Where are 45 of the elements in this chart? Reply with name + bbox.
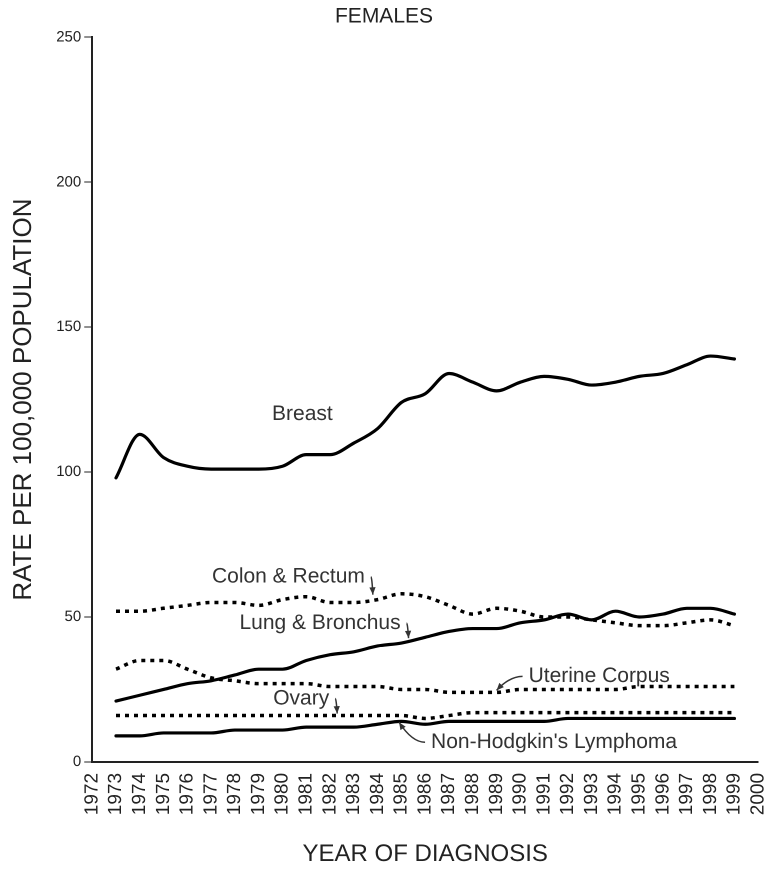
x-tick-label: 1988: [462, 772, 484, 816]
line-series: [114, 354, 736, 480]
y-tick-label: 200: [56, 173, 82, 190]
x-tick-label: 1975: [152, 772, 174, 816]
x-tick-label: 1989: [486, 772, 507, 816]
x-tick-label: 1976: [176, 772, 198, 816]
x-tick-label: 1985: [390, 772, 412, 816]
x-tick-label: 1998: [700, 772, 721, 816]
x-tick-label: 1973: [105, 772, 126, 816]
x-tick-label: 1994: [604, 772, 626, 816]
y-tick-label: 100: [56, 463, 82, 480]
x-tick-label: 1984: [366, 772, 388, 816]
x-tick-label: 1974: [129, 772, 150, 816]
annotation: Uterine Corpus: [528, 664, 670, 688]
x-tick-label: 1978: [224, 772, 246, 816]
y-tick-label: 250: [56, 28, 82, 46]
annotation: Breast: [272, 402, 333, 425]
x-tick-label: 1995: [628, 772, 650, 816]
x-tick-label: 1982: [319, 772, 340, 816]
x-tick-label: 1997: [676, 772, 698, 816]
annotation: Colon & Rectum: [212, 564, 365, 588]
x-axis-title: YEAR OF DIAGNOSIS: [302, 840, 548, 868]
x-tick-label: 1991: [533, 772, 554, 816]
x-tick-label: 1999: [724, 772, 745, 816]
x-tick-label: 2000: [747, 772, 768, 816]
y-tick-label: 0: [72, 753, 82, 770]
x-tick-label: 1992: [557, 772, 578, 816]
y-axis-title: RATE PER 100,000 POPULATION: [6, 198, 37, 601]
y-tick-label: 50: [64, 608, 82, 626]
x-tick-label: 1986: [414, 772, 436, 816]
x-tick-label: 1981: [296, 772, 317, 816]
x-tick-label: 1983: [343, 772, 364, 816]
annotation: Lung & Bronchus: [239, 610, 401, 634]
x-tick-label: 1993: [580, 772, 602, 816]
chart-title: FEMALES: [334, 4, 434, 28]
x-tick-label: 1987: [438, 772, 460, 816]
x-tick-label: 1979: [248, 772, 269, 816]
annotation: Non-Hodgkin's Lymphoma: [431, 730, 678, 754]
x-tick-label: 1972: [81, 772, 102, 816]
x-tick-label: 1977: [200, 772, 222, 816]
x-tick-label: 1980: [272, 772, 293, 816]
y-tick-label: 150: [56, 318, 82, 336]
x-tick-label: 1990: [510, 772, 531, 816]
annotation: Ovary: [273, 686, 330, 710]
x-tick-label: 1996: [652, 772, 674, 816]
